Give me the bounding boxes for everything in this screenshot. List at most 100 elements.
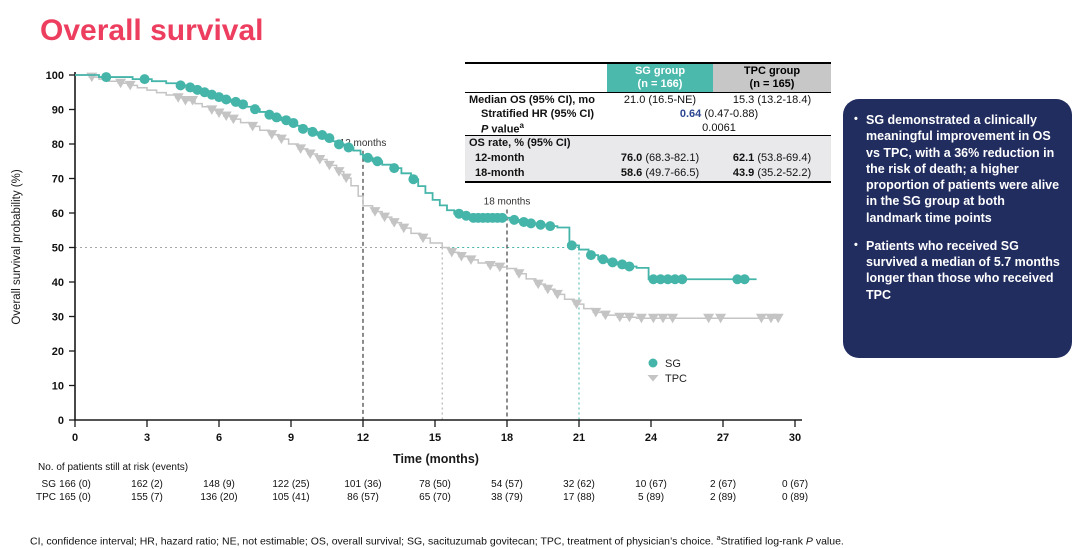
y-tick-label: 40 [52, 277, 64, 289]
censor-marker-tpc [115, 78, 127, 89]
censor-marker-sg [535, 219, 546, 230]
y-tick-label: 20 [52, 346, 64, 358]
sg-group-header: SG group (n = 166) [607, 64, 713, 92]
legend-sg-marker-icon [648, 358, 658, 368]
censor-marker-tpc [124, 80, 136, 91]
median-os-tpc: 15.3 (13.2-18.4) [732, 94, 812, 106]
y-tick-label: 60 [52, 208, 64, 220]
censor-marker-sg [739, 274, 750, 285]
censor-marker-sg [677, 274, 688, 285]
censor-marker-tpc [614, 312, 626, 323]
risk-row-label-tpc: TPC [36, 492, 56, 503]
censor-marker-tpc [227, 114, 239, 125]
censor-marker-sg [250, 104, 260, 115]
censor-marker-tpc [333, 167, 345, 177]
landmark-label: 18 months [484, 197, 531, 208]
tpc-group-name: TPC group [743, 65, 801, 77]
y-tick-label: 70 [52, 174, 64, 186]
censor-marker-sg [670, 274, 680, 285]
censor-marker-tpc [551, 289, 563, 300]
risk-cell: 101 (36) [344, 479, 382, 490]
results-table-header: SG group (n = 166) TPC group (n = 165) [465, 64, 831, 93]
censor-marker-sg [271, 112, 282, 123]
censor-marker-sg [298, 123, 308, 134]
censor-marker-tpc [571, 299, 583, 310]
median-os-sg: 21.0 (16.5-NE) [623, 94, 697, 106]
censor-marker-tpc [635, 313, 647, 324]
censor-marker-tpc [623, 312, 635, 323]
censor-marker-sg [607, 257, 618, 268]
key-finding-bullet-2: Patients who received SG survived a medi… [853, 238, 1061, 303]
censor-marker-tpc [542, 284, 554, 295]
os-12-month-label: 12-month [475, 152, 525, 164]
risk-cell: 65 (70) [419, 492, 451, 503]
censor-marker-sg [343, 142, 354, 153]
censor-marker-sg [497, 212, 508, 223]
median-os-row: Median OS (95% CI), mo 21.0 (16.5-NE) 15… [465, 93, 831, 107]
censor-marker-tpc [455, 251, 467, 262]
median-os-label: Median OS (95% CI), mo [469, 94, 595, 106]
risk-cell: 166 (0) [59, 479, 91, 490]
censor-marker-tpc [647, 313, 659, 324]
censor-marker-tpc [275, 134, 287, 145]
censor-marker-sg [307, 126, 318, 137]
risk-cell: 17 (88) [563, 492, 595, 503]
footnote: CI, confidence interval; HR, hazard rati… [30, 533, 844, 548]
risk-cell: 32 (62) [563, 479, 595, 490]
page-title: Overall survival [40, 14, 264, 47]
censor-marker-sg [408, 174, 419, 185]
x-tick-label: 12 [357, 432, 369, 444]
censor-marker-tpc [599, 310, 611, 321]
censor-marker-sg [732, 274, 743, 285]
censor-marker-tpc [772, 313, 784, 324]
censor-marker-tpc [266, 130, 278, 140]
censor-marker-sg [221, 94, 232, 105]
censor-marker-sg [655, 274, 666, 285]
censor-marker-tpc [172, 93, 184, 103]
os-12-month-sg: 76.0 (68.3-82.1) [620, 152, 700, 164]
censor-marker-tpc [590, 307, 602, 318]
censor-marker-tpc [323, 160, 335, 171]
censor-marker-tpc [657, 313, 669, 324]
censor-marker-tpc [295, 144, 307, 154]
risk-cell: 122 (25) [272, 479, 310, 490]
censor-marker-tpc [398, 223, 410, 234]
censor-marker-tpc [494, 262, 506, 273]
censor-marker-tpc [484, 260, 496, 271]
risk-table-caption: No. of patients still at risk (events) [38, 462, 189, 473]
censor-marker-sg [101, 72, 112, 83]
censor-marker-tpc [465, 255, 477, 265]
key-findings-panel: SG demonstrated a clinically meaningful … [843, 99, 1072, 358]
y-tick-label: 90 [52, 105, 64, 117]
risk-cell: 5 (89) [637, 492, 665, 503]
censor-marker-sg [238, 99, 248, 110]
y-tick-label: 80 [52, 139, 64, 151]
hr-value: 0.64 (0.47-0.88) [679, 108, 759, 120]
censor-marker-sg [598, 254, 608, 265]
censor-marker-sg [545, 221, 556, 232]
hr-row: Stratified HR (95% CI) 0.64 (0.47-0.88) [465, 107, 831, 121]
censor-marker-sg [362, 152, 373, 163]
risk-cell: 148 (9) [203, 479, 235, 490]
risk-cell: 78 (50) [419, 479, 451, 490]
censor-marker-sg [648, 274, 659, 285]
censor-marker-tpc [340, 173, 352, 184]
censor-marker-tpc [513, 269, 525, 279]
x-tick-label: 6 [216, 432, 222, 444]
x-tick-label: 15 [429, 432, 441, 444]
censor-marker-tpc [667, 313, 679, 324]
y-tick-label: 30 [52, 312, 64, 324]
censor-marker-sg [372, 156, 383, 167]
os-18-month-row: 18-month 58.6 (49.7-66.5) 43.9 (35.2-52.… [465, 166, 831, 181]
censor-marker-tpc [532, 279, 544, 290]
os-18-month-label: 18-month [475, 167, 525, 179]
censor-marker-tpc [755, 313, 767, 324]
censor-marker-sg [624, 261, 635, 272]
os-rate-section-row: OS rate, % (95% CI) [465, 136, 831, 151]
risk-cell: 2 (67) [709, 479, 737, 490]
x-tick-label: 27 [717, 432, 729, 444]
sg-group-name: SG group [634, 65, 686, 77]
key-findings-list: SG demonstrated a clinically meaningful … [853, 112, 1061, 303]
